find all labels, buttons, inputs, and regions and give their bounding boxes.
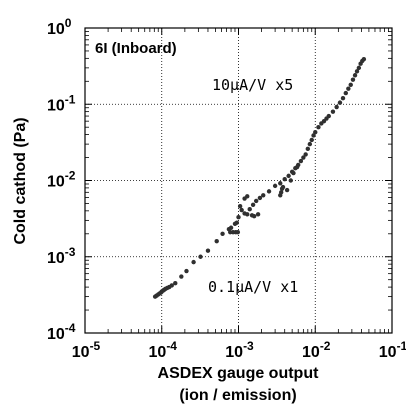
data-point <box>198 254 203 259</box>
data-point <box>361 56 367 62</box>
data-point <box>343 90 348 96</box>
data-point <box>236 215 241 220</box>
data-point <box>305 146 311 152</box>
data-point <box>173 280 178 286</box>
data-point <box>282 177 287 182</box>
data-point <box>247 207 252 212</box>
y-tick-label: 10-2 <box>47 169 76 191</box>
data-point <box>251 214 257 219</box>
data-point <box>245 212 250 217</box>
data-point <box>348 82 353 87</box>
y-tick-label: 10-1 <box>47 92 76 114</box>
data-point <box>235 229 241 235</box>
data-point <box>356 65 362 71</box>
data-point <box>234 220 239 225</box>
data-point <box>280 184 286 190</box>
data-point <box>311 133 316 138</box>
data-point <box>294 164 300 170</box>
data-point <box>179 274 184 279</box>
data-point <box>169 283 174 288</box>
data-point <box>191 259 196 265</box>
x-tick-label: 10-5 <box>72 339 101 361</box>
data-point <box>253 198 259 204</box>
data-point <box>313 129 318 135</box>
y-tick-labels: 10-4 10-3 10-2 10-1 100 <box>47 16 76 343</box>
x-axis-label-line2: (ion / emission) <box>179 387 296 404</box>
data-point <box>250 202 256 208</box>
y-axis-label: Cold cathod (Pa) <box>12 117 29 244</box>
annotation-low-range: 0.1μA/V x1 <box>208 278 298 296</box>
data-point <box>334 104 339 110</box>
data-points <box>152 56 367 299</box>
data-point <box>316 125 321 130</box>
x-tick-label: 10-4 <box>149 339 178 361</box>
data-point <box>288 178 293 183</box>
axis-ticks <box>84 27 393 334</box>
data-point <box>301 155 306 160</box>
data-point <box>257 195 263 201</box>
data-point <box>298 158 304 164</box>
data-point <box>346 86 351 91</box>
data-point <box>326 113 331 119</box>
panel-label: 6I (Inboard) <box>95 40 177 57</box>
data-point <box>340 96 346 101</box>
x-tick-labels: 10-5 10-4 10-3 10-2 10-1 <box>72 339 406 361</box>
data-point <box>330 109 336 114</box>
data-point <box>205 248 211 253</box>
data-point <box>220 231 225 236</box>
y-tick-label: 10-4 <box>47 321 76 343</box>
data-point <box>291 170 296 176</box>
data-point <box>284 187 290 193</box>
data-point <box>228 225 234 230</box>
y-tick-label: 10-3 <box>47 245 76 267</box>
data-point <box>272 183 278 189</box>
data-point <box>303 152 308 157</box>
data-point <box>309 137 314 143</box>
data-point <box>245 194 250 199</box>
data-point <box>184 268 189 274</box>
data-point <box>337 100 343 105</box>
annotation-high-range: 10μA/V x5 <box>212 76 293 94</box>
data-point <box>261 193 266 198</box>
data-point <box>278 181 283 186</box>
data-point <box>307 141 313 147</box>
data-point <box>214 238 219 244</box>
x-axis-label: ASDEX gauge output <box>158 365 320 382</box>
data-point <box>239 207 244 213</box>
data-point <box>255 212 261 217</box>
y-tick-label: 100 <box>47 16 72 38</box>
data-point <box>354 69 360 74</box>
data-point <box>352 73 358 78</box>
data-point <box>350 77 356 82</box>
x-tick-label: 10-1 <box>379 339 406 361</box>
data-point <box>237 204 243 209</box>
data-point <box>286 173 291 179</box>
x-tick-label: 10-2 <box>302 339 331 361</box>
data-point <box>278 190 284 195</box>
data-point <box>266 189 272 194</box>
x-tick-label: 10-3 <box>225 339 254 361</box>
